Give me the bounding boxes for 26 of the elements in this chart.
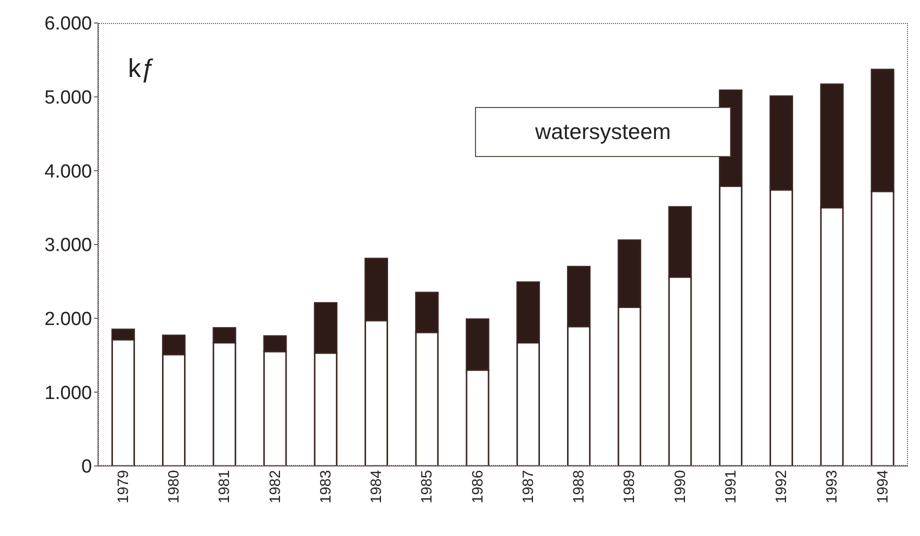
x-tick-label: 1994 [874, 470, 892, 504]
x-tick-label: 1985 [418, 470, 436, 504]
label-box: watersysteem [475, 107, 731, 157]
x-tick-label: 1990 [672, 470, 689, 504]
x-tick-label: 1986 [469, 470, 486, 504]
y-tick-label: 5.000 [44, 88, 92, 109]
x-tick-label: 1987 [520, 470, 537, 504]
x-tick-label: 1989 [621, 470, 638, 504]
y-tick-label: 1.000 [44, 382, 92, 404]
x-tick-label: 1982 [266, 470, 284, 504]
annotation: watersysteem [535, 119, 671, 145]
x-tick-label: 1979 [114, 470, 132, 504]
x-tick-label: 1980 [166, 470, 183, 504]
x-tick-label: 1983 [317, 470, 334, 504]
x-tick-label: 1988 [570, 470, 588, 504]
x-tick-label: 1984 [368, 470, 386, 504]
y-tick-label: 6.000 [44, 14, 92, 35]
x-tick-label: 1991 [722, 470, 740, 504]
y-tick-label: 3.000 [44, 235, 92, 256]
x-tick-label: 1992 [773, 470, 790, 504]
y-axis-title: kƒ [128, 53, 156, 84]
y-tick-label: 4.000 [44, 161, 92, 182]
y-tick-label: 0 [81, 456, 92, 478]
x-tick-label: 1993 [824, 470, 841, 504]
y-tick-label: 2.000 [44, 309, 92, 330]
x-tick-label: 1981 [216, 470, 234, 504]
